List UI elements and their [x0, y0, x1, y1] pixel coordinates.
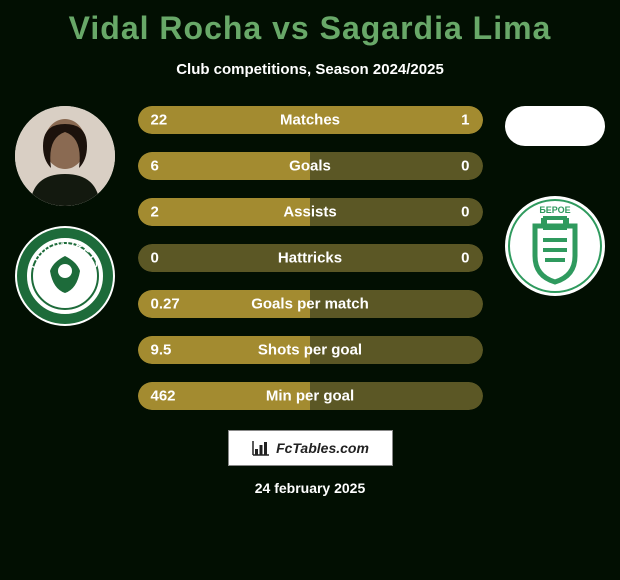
left-player-column: LUDOGORETS: [10, 106, 120, 326]
stat-label: Goals: [289, 158, 331, 175]
stat-left-value: 2: [151, 204, 159, 221]
stat-label: Matches: [280, 112, 340, 129]
stat-row-matches: 22 1 Matches: [138, 106, 483, 134]
comparison-content: LUDOGORETS БЕРОЕ 22 1 Matches 6 0 Goals 2 0 Assi…: [0, 106, 620, 410]
stat-left-value: 0.27: [151, 296, 180, 313]
stat-row-hattricks: 0 0 Hattricks: [138, 244, 483, 272]
stat-right-value: 0: [461, 204, 469, 221]
footer-brand-text: FcTables.com: [276, 440, 369, 456]
stat-label: Shots per goal: [258, 342, 362, 359]
bar-right-fill: [468, 106, 483, 134]
subtitle: Club competitions, Season 2024/2025: [0, 61, 620, 78]
stat-row-min-per-goal: 462 Min per goal: [138, 382, 483, 410]
stat-left-value: 22: [151, 112, 168, 129]
bar-left-fill: [138, 152, 311, 180]
stat-label: Goals per match: [251, 296, 369, 313]
stat-right-value: 1: [461, 112, 469, 129]
stat-label: Min per goal: [266, 388, 354, 405]
stat-label: Assists: [283, 204, 336, 221]
club-crest-icon: БЕРОЕ: [505, 196, 605, 296]
player-left-club-badge: LUDOGORETS: [15, 226, 115, 326]
chart-icon: [251, 439, 271, 457]
player-right-avatar-blank: [505, 106, 605, 146]
stat-row-assists: 2 0 Assists: [138, 198, 483, 226]
stat-row-goals-per-match: 0.27 Goals per match: [138, 290, 483, 318]
stat-label: Hattricks: [278, 250, 342, 267]
stat-row-goals: 6 0 Goals: [138, 152, 483, 180]
stat-left-value: 0: [151, 250, 159, 267]
club-crest-icon: LUDOGORETS: [15, 226, 115, 326]
person-silhouette-icon: [15, 106, 115, 206]
player-left-avatar: [15, 106, 115, 206]
stat-bars: 22 1 Matches 6 0 Goals 2 0 Assists 0 0 Hattricks 0.2…: [138, 106, 483, 410]
stat-right-value: 0: [461, 158, 469, 175]
player-right-club-badge: БЕРОЕ: [505, 196, 605, 296]
stat-row-shots-per-goal: 9.5 Shots per goal: [138, 336, 483, 364]
date-text: 24 february 2025: [0, 480, 620, 496]
stat-left-value: 6: [151, 158, 159, 175]
right-player-column: БЕРОЕ: [500, 106, 610, 296]
stat-left-value: 9.5: [151, 342, 172, 359]
stat-right-value: 0: [461, 250, 469, 267]
stat-left-value: 462: [151, 388, 176, 405]
footer-brand-badge[interactable]: FcTables.com: [228, 430, 393, 466]
page-title: Vidal Rocha vs Sagardia Lima: [0, 0, 620, 47]
svg-text:БЕРОЕ: БЕРОЕ: [539, 205, 570, 215]
